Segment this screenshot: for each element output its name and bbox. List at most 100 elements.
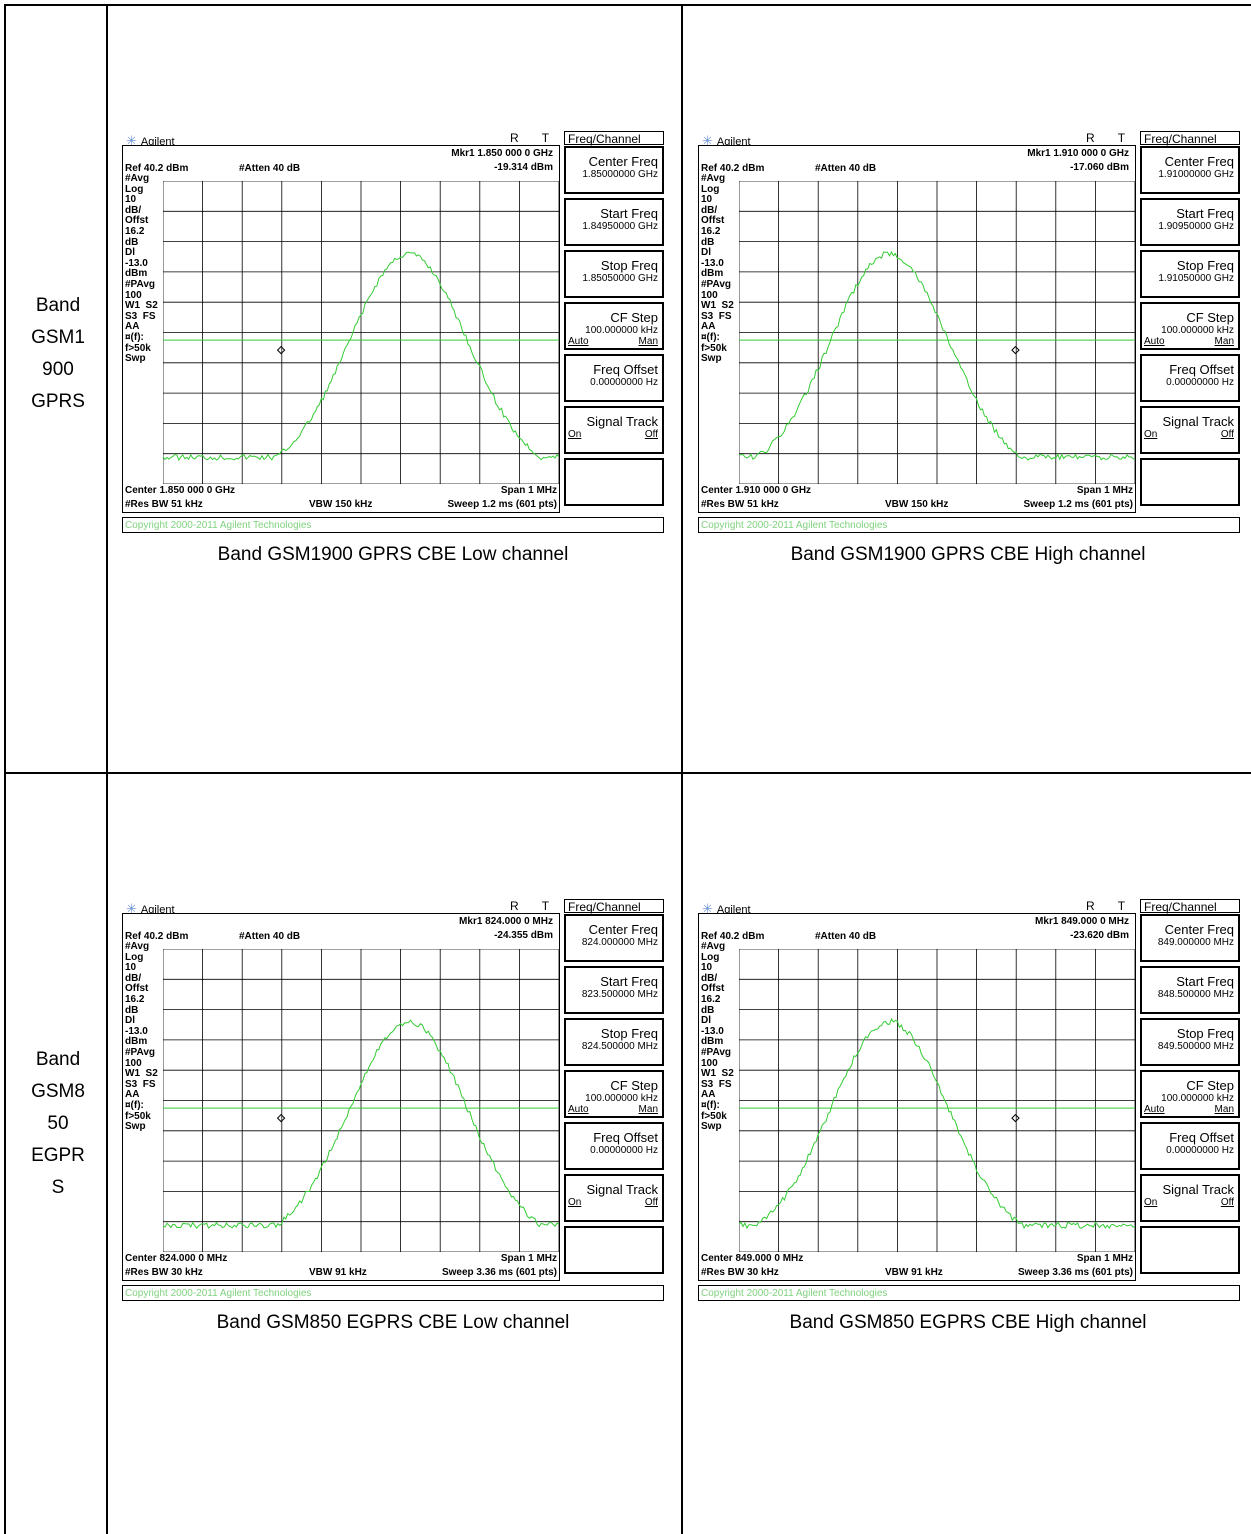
left-annotation: 16.2 <box>701 225 721 237</box>
left-annotation: dB/ <box>701 972 718 984</box>
band-label-line: GSM1 <box>31 327 85 348</box>
softkey[interactable]: Start Freq 1.90950000 GHz <box>1140 198 1240 246</box>
softkey-option-a: On <box>1144 429 1158 440</box>
left-annotation: f>50k <box>125 342 151 354</box>
left-annotation: #PAvg <box>125 1046 156 1058</box>
span: Span 1 MHz <box>1076 485 1133 496</box>
left-annotation: W1 S2 <box>125 1068 158 1080</box>
marker-diamond <box>1011 1113 1020 1123</box>
marker-value: -17.060 dBm <box>1070 162 1129 173</box>
res-bw: #Res BW 51 kHz <box>125 499 203 510</box>
softkey-label: Signal Track <box>1162 1182 1234 1197</box>
left-annotation: dBm <box>125 1036 148 1048</box>
softkey-value: 0.00000000 Hz <box>590 1145 658 1156</box>
softkey[interactable]: Center Freq 824.000000 MHz <box>564 914 664 962</box>
softkey[interactable]: Start Freq 1.84950000 GHz <box>564 198 664 246</box>
left-annotation: ¤(f): <box>125 331 144 343</box>
left-annotation: 100 <box>125 1057 142 1069</box>
softkey[interactable]: Signal Track On Off <box>1140 406 1240 454</box>
softkey-blank[interactable] <box>1140 1226 1240 1274</box>
left-annotation: dB <box>125 236 139 248</box>
center-freq: Center 849.000 0 MHz <box>701 1253 804 1264</box>
left-annotation: 100 <box>701 1057 718 1069</box>
marker-diamond <box>276 1113 286 1123</box>
left-annotation: Log <box>125 951 144 963</box>
softkey-value: 100.000000 kHz <box>1161 325 1234 336</box>
left-annotation: #Avg <box>125 173 150 184</box>
left-annotation: Log <box>125 183 144 195</box>
softkey[interactable]: Start Freq 823.500000 MHz <box>564 966 664 1014</box>
left-annotation: dBm <box>701 268 724 280</box>
left-annotation: W1 S2 <box>125 300 158 312</box>
band-label-line: Band <box>35 1049 81 1070</box>
softkey-option-b: Off <box>1220 429 1234 440</box>
left-annotation: 16.2 <box>125 225 145 237</box>
left-annotation: f>50k <box>701 342 727 354</box>
softkey[interactable]: CF Step 100.000000 kHz Auto Man <box>564 302 664 350</box>
left-annotation: ¤(f): <box>701 331 720 343</box>
softkey-option-a: Auto <box>568 1104 589 1115</box>
spectrum-analyzer-screenshot: ✳ Agilent R T Mkr1 824.000 0 MHz -24.355 … <box>122 899 668 1304</box>
softkey[interactable]: Center Freq 1.85000000 GHz <box>564 146 664 194</box>
softkey-label: Stop Freq <box>600 258 658 273</box>
softkey-blank[interactable] <box>564 1226 664 1274</box>
softkey[interactable]: Start Freq 848.500000 MHz <box>1140 966 1240 1014</box>
bottom-line-2: #Res BW 51 kHz VBW 150 kHz Sweep 1.2 ms (6… <box>125 499 557 510</box>
sweep: Sweep 3.36 ms (601 pts) <box>441 1267 557 1278</box>
band-label-line: 900 <box>42 359 74 380</box>
analyzer-screen: Mkr1 824.000 0 MHz -24.355 dBm Ref 40.2 … <box>122 913 560 1281</box>
band-label-line: 50 <box>47 1113 69 1134</box>
softkey[interactable]: Freq Offset 0.00000000 Hz <box>1140 1122 1240 1170</box>
softkey-blank[interactable] <box>1140 458 1240 506</box>
softkey[interactable]: Freq Offset 0.00000000 Hz <box>564 1122 664 1170</box>
left-annotation: ¤(f): <box>701 1099 720 1111</box>
softkey-blank[interactable] <box>564 458 664 506</box>
softkey-option-a: Auto <box>1144 1104 1165 1115</box>
marker-value: -19.314 dBm <box>494 162 553 173</box>
softkey[interactable]: Stop Freq 824.500000 MHz <box>564 1018 664 1066</box>
softkey-option-b: Man <box>1214 1104 1234 1115</box>
bottom-line-1: Center 849.000 0 MHz Span 1 MHz <box>701 1253 1133 1264</box>
softkey-option-b: Man <box>638 1104 658 1115</box>
softkey[interactable]: CF Step 100.000000 kHz Auto Man <box>1140 1070 1240 1118</box>
softkey[interactable]: Signal Track On Off <box>564 406 664 454</box>
left-annotation: W1 S2 <box>701 300 734 312</box>
left-annotation: -13.0 <box>701 1025 724 1037</box>
softkey[interactable]: Stop Freq 1.91050000 GHz <box>1140 250 1240 298</box>
span: Span 1 MHz <box>500 1253 557 1264</box>
table-border-top <box>4 4 1251 6</box>
left-annotation: 100 <box>125 289 142 301</box>
softkey-option-a: Auto <box>568 336 589 347</box>
softkey[interactable]: CF Step 100.000000 kHz Auto Man <box>1140 302 1240 350</box>
softkey[interactable]: Signal Track On Off <box>1140 1174 1240 1222</box>
sweep: Sweep 1.2 ms (601 pts) <box>1023 499 1134 510</box>
softkey-label: Signal Track <box>586 414 658 429</box>
softkey[interactable]: Center Freq 849.000000 MHz <box>1140 914 1240 962</box>
softkey[interactable]: Center Freq 1.91000000 GHz <box>1140 146 1240 194</box>
spectrum-trace <box>739 250 1135 461</box>
marker-readout: Mkr1 1.910 000 0 GHz <box>1027 148 1129 159</box>
softkey-value: 1.84950000 GHz <box>582 221 658 232</box>
res-bw: #Res BW 30 kHz <box>125 1267 203 1278</box>
softkey[interactable]: Signal Track On Off <box>564 1174 664 1222</box>
spectrum-plot <box>739 181 1135 484</box>
spectrum-analyzer-screenshot: ✳ Agilent R T Mkr1 1.850 000 0 GHz -19.31… <box>122 131 668 536</box>
softkey[interactable]: Freq Offset 0.00000000 Hz <box>564 354 664 402</box>
left-annotations: #Avg Log 10 dB/Offst 16.2 dB Dl -13.0 dBm #PAvg 10… <box>701 173 741 365</box>
left-annotation: Swp <box>125 1121 146 1133</box>
vbw: VBW 150 kHz <box>885 499 949 510</box>
softkey[interactable]: Stop Freq 849.500000 MHz <box>1140 1018 1240 1066</box>
softkey[interactable]: CF Step 100.000000 kHz Auto Man <box>564 1070 664 1118</box>
softkey-label: Freq Offset <box>1169 362 1234 377</box>
softkey-label: CF Step <box>1186 1078 1234 1093</box>
softkey[interactable]: Freq Offset 0.00000000 Hz <box>1140 354 1240 402</box>
left-annotations: #Avg Log 10 dB/Offst 16.2 dB Dl -13.0 dBm #PAvg 10… <box>125 173 165 365</box>
marker-readout: Mkr1 1.850 000 0 GHz <box>451 148 553 159</box>
rt-indicator: R T <box>510 131 560 145</box>
softkey-value: 1.91000000 GHz <box>1158 169 1234 180</box>
softkey-option-a: On <box>568 1197 582 1208</box>
span: Span 1 MHz <box>1076 1253 1133 1264</box>
table-divider-middle <box>681 4 683 1534</box>
softkey-label: Stop Freq <box>1176 1026 1234 1041</box>
softkey[interactable]: Stop Freq 1.85050000 GHz <box>564 250 664 298</box>
